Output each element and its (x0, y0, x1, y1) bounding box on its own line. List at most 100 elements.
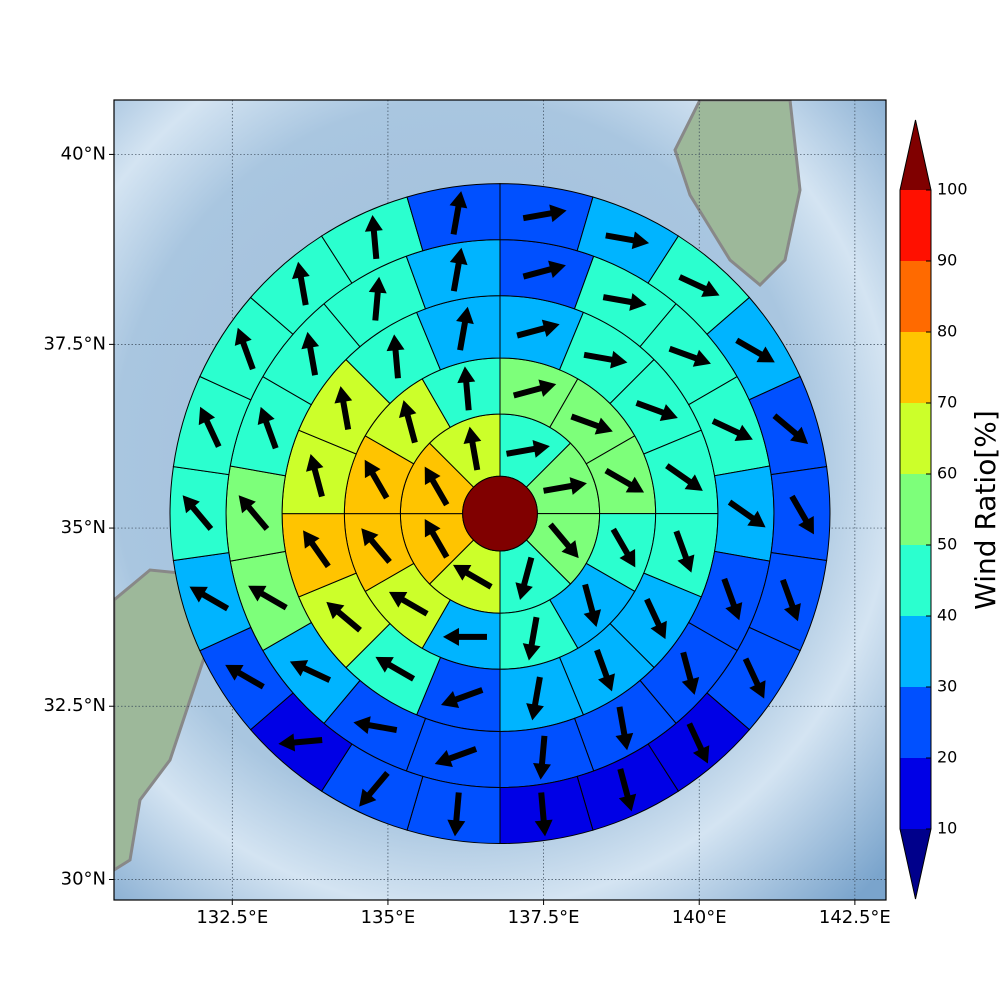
wind-arrow (424, 519, 450, 559)
wind-arrow (604, 467, 645, 493)
wind-arrow (727, 499, 766, 528)
wind-arrow (375, 656, 416, 682)
wind-arrow (441, 687, 484, 708)
colorbar-tick-label: 40 (937, 606, 957, 625)
wind-arrow (680, 651, 700, 695)
colorbar-under (900, 829, 931, 899)
wind-arrow (644, 597, 667, 640)
colorbar-segment (900, 687, 931, 758)
wind-arrow (686, 722, 710, 764)
sectors (169, 183, 831, 845)
x-tick-label: 132.5°E (196, 907, 268, 928)
x-tick-label: 140°E (672, 907, 727, 928)
wind-arrow (635, 400, 678, 422)
colorbar-over (900, 120, 931, 190)
wind-arrow (463, 426, 482, 471)
wind-arrow (602, 293, 647, 311)
wind-arrow (505, 440, 550, 458)
wind-arrow (368, 276, 387, 321)
wind-arrow (303, 530, 331, 569)
wind-arrow (605, 231, 650, 250)
wind-arrow (533, 735, 551, 780)
wind-arrow (515, 556, 535, 601)
colorbar-segment (900, 758, 931, 829)
wind-arrow (278, 733, 323, 752)
wind-arrows (182, 191, 814, 837)
sector (406, 183, 501, 252)
wind-arrow (570, 413, 613, 435)
wind-arrow (449, 247, 468, 292)
wind-arrow (548, 522, 579, 559)
wind-arrow (292, 261, 310, 306)
wind-arrow (257, 406, 279, 450)
wind-arrow (610, 527, 636, 568)
wind-arrow (306, 453, 325, 498)
wind-arrow (668, 345, 711, 367)
x-tick-label: 137.5°E (508, 907, 580, 928)
wind-arrow (447, 792, 466, 837)
wind-arrow (522, 204, 567, 223)
wind-arrow (364, 459, 390, 500)
wind-arrow (182, 495, 214, 531)
wind-arrow (364, 215, 383, 260)
wind-arrow (522, 260, 566, 280)
colorbar-segment (900, 474, 931, 545)
wind-arrow (248, 585, 288, 611)
colorbar-segment (900, 403, 931, 474)
colorbar-tick-label: 100 (937, 180, 968, 199)
colorbar-tick-label: 50 (937, 535, 957, 554)
wind-arrow (526, 676, 544, 721)
wind-arrow (721, 577, 743, 621)
colorbar-tick-label: 90 (937, 251, 957, 270)
wind-arrow (353, 716, 398, 735)
wind-arrow (189, 586, 230, 612)
x-tick-label: 142.5°E (819, 907, 891, 928)
wind-arrow (735, 337, 775, 363)
wind-arrow (594, 649, 615, 692)
center-disc (462, 475, 538, 552)
colorbar-label: Wind Ratio[%] (969, 410, 1000, 610)
wind-arrow (434, 746, 478, 767)
colorbar-segment (900, 545, 931, 616)
colorbar-tick-label: 80 (937, 322, 957, 341)
wind-arrow (234, 327, 256, 371)
x-tick-label: 135°E (361, 907, 416, 928)
wind-arrow (442, 627, 487, 646)
colorbar-segment (900, 261, 931, 332)
wind-arrow (780, 578, 801, 622)
colorbar-tick-label: 10 (937, 819, 957, 838)
wind-arrow (398, 400, 418, 444)
colorbar-tick-label: 70 (937, 393, 957, 412)
wind-arrow (522, 616, 541, 661)
y-tick-label: 37.5°N (43, 333, 106, 354)
colorbar-segment (900, 190, 931, 261)
wind-arrow (238, 495, 270, 531)
wind-arrow (225, 664, 265, 690)
wind-arrow (512, 379, 557, 399)
land (673, 100, 802, 288)
colorbar-tick-label: 20 (937, 748, 957, 767)
wind-arrow (772, 413, 809, 444)
wind-arrow (198, 406, 222, 448)
y-tick-label: 40°N (61, 143, 106, 164)
wind-arrow (301, 331, 320, 376)
wind-arrow (456, 306, 474, 351)
colorbar: 10 20 30 40 50 60 70 80 90 100 (899, 119, 968, 900)
wind-arrow (678, 274, 720, 297)
wind-arrow (617, 768, 637, 812)
wind-arrow (361, 528, 392, 564)
wind-arrow (326, 601, 362, 633)
wind-arrow (615, 706, 634, 751)
y-tick-label: 35°N (61, 517, 106, 538)
wind-arrow (516, 319, 560, 339)
axes-frame (113, 99, 887, 901)
wind-arrow (359, 771, 390, 807)
wind-arrow (583, 350, 628, 369)
colorbar-segment (900, 616, 931, 687)
wind-arrow (789, 494, 814, 535)
colorbar-tick-label: 60 (937, 464, 957, 483)
wind-arrow (453, 564, 493, 590)
wind-arrow (543, 477, 587, 495)
wind-arrow (449, 191, 468, 235)
